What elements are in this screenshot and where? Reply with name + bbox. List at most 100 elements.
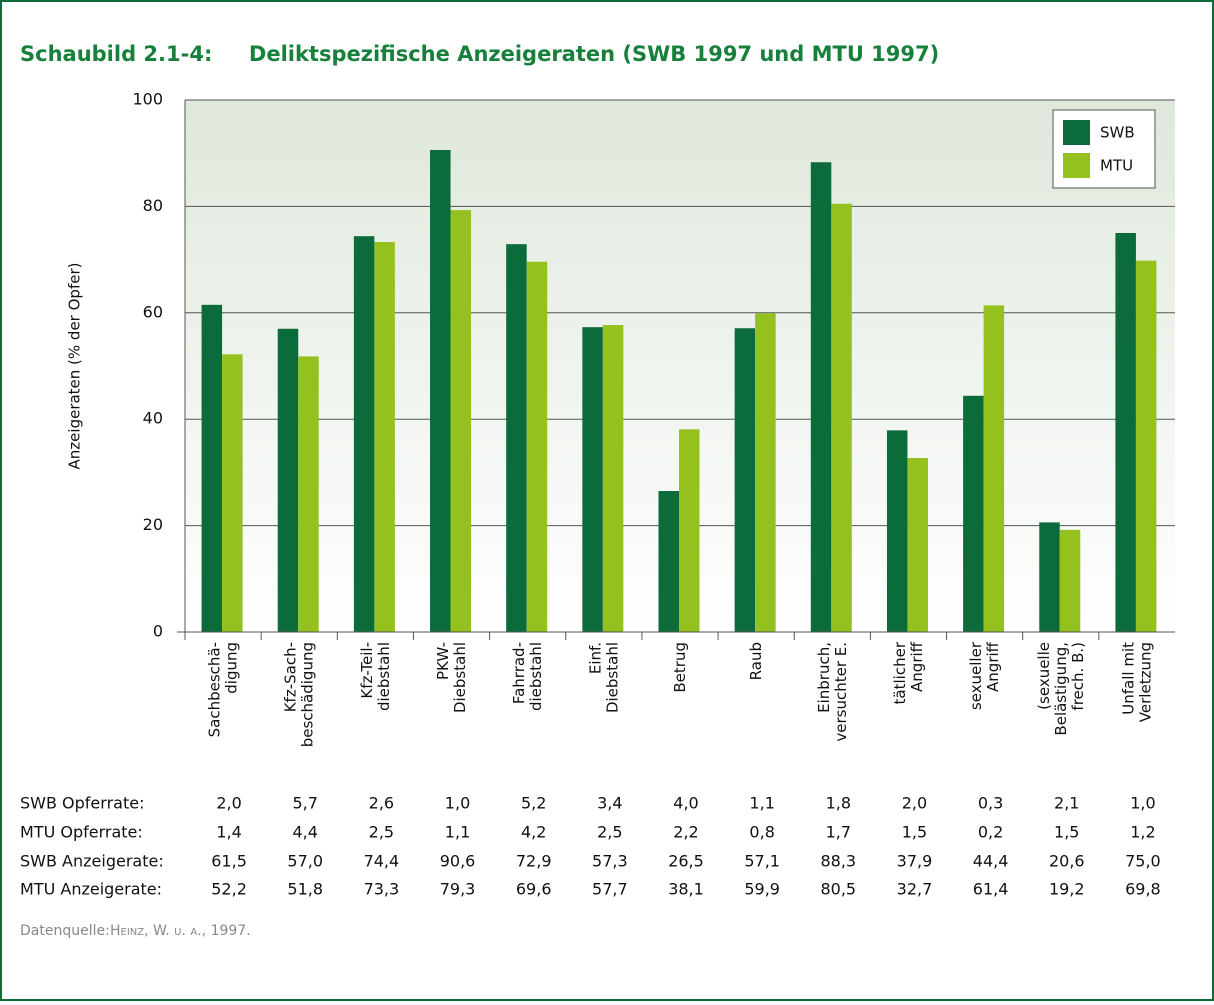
table-cell: 1,4 [216, 823, 241, 842]
source-label: Datenquelle: [20, 923, 110, 939]
table-cell: 2,6 [369, 794, 394, 813]
table-cell: 26,5 [668, 852, 704, 871]
table-cell: 88,3 [820, 852, 856, 871]
table-cell: 75,0 [1125, 852, 1161, 871]
bar [983, 305, 1005, 632]
x-tick-label: Fahrrad-diebstahl [510, 642, 545, 711]
legend-label: SWB [1100, 124, 1135, 142]
table-cell: 51,8 [287, 880, 323, 899]
x-tick-label: tätlicherAngriff [890, 641, 925, 704]
table-cell: 79,3 [440, 880, 476, 899]
table-cell: 61,4 [973, 880, 1009, 899]
bar [450, 210, 472, 632]
y-tick-label: 40 [143, 409, 163, 428]
bar [374, 242, 395, 632]
table-cell: 4,2 [521, 823, 546, 842]
y-axis-label: Anzeigeraten (% der Opfer) [66, 263, 84, 470]
table-cell: 61,5 [211, 852, 247, 871]
y-tick-label: 60 [143, 302, 163, 321]
table-cell: 4,0 [673, 794, 698, 813]
table-cell: 3,4 [597, 794, 622, 813]
table-cell: 44,4 [973, 852, 1009, 871]
legend-swatch [1063, 153, 1090, 178]
table-cell: 37,9 [897, 852, 933, 871]
table-row-label: MTU Anzeigerate: [20, 880, 162, 899]
table-cell: 57,0 [287, 852, 323, 871]
x-tick-label: Unfall mitVerletzung [1119, 642, 1154, 722]
bar [658, 491, 679, 632]
bar [1135, 260, 1157, 632]
chart-title: Schaubild 2.1-4: Deliktspezifische Anzei… [20, 42, 939, 66]
table-row-label: MTU Opferrate: [20, 823, 143, 842]
x-tick-label: Kfz-Teil-diebstahl [357, 642, 392, 711]
bar [277, 328, 299, 632]
bar [831, 203, 852, 633]
table-cell: 57,1 [744, 852, 780, 871]
table-cell: 1,7 [826, 823, 851, 842]
bar [430, 150, 451, 632]
bar [886, 430, 908, 632]
table-cell: 0,8 [749, 823, 774, 842]
table-cell: 0,2 [978, 823, 1003, 842]
table-cell: 57,7 [592, 880, 628, 899]
bar [298, 356, 319, 632]
table-cell: 90,6 [440, 852, 476, 871]
table-cell: 1,5 [902, 823, 927, 842]
y-tick-label: 0 [153, 622, 163, 641]
table-cell: 38,1 [668, 880, 704, 899]
table-cell: 69,6 [516, 880, 552, 899]
table-cell: 80,5 [820, 880, 856, 899]
table-cell: 1,8 [826, 794, 851, 813]
table-row-label: SWB Opferrate: [20, 794, 144, 813]
bar [810, 162, 832, 632]
bar [755, 313, 776, 632]
x-tick-label: Raub [747, 642, 765, 680]
legend-label: MTU [1100, 157, 1133, 175]
source: Heinz, W. u. a., 1997. [110, 923, 251, 939]
table-cell: 1,5 [1054, 823, 1079, 842]
bar [353, 236, 375, 632]
bar [506, 244, 527, 632]
x-tick-label: sexuellerAngriff [967, 641, 1002, 710]
table-cell: 20,6 [1049, 852, 1085, 871]
table-cell: 69,8 [1125, 880, 1161, 899]
bar [734, 328, 756, 632]
table-cell: 73,3 [364, 880, 400, 899]
bar [201, 304, 223, 632]
table-row-label: SWB Anzeigerate: [20, 852, 164, 871]
bar [907, 458, 928, 632]
bar [526, 261, 548, 632]
bar [222, 354, 243, 632]
table-cell: 74,4 [364, 852, 400, 871]
table-cell: 72,9 [516, 852, 552, 871]
bar [1039, 522, 1060, 632]
table-cell: 2,5 [597, 823, 622, 842]
table-cell: 1,2 [1130, 823, 1155, 842]
legend-swatch [1063, 120, 1090, 145]
table-cell: 5,7 [293, 794, 318, 813]
table-cell: 32,7 [897, 880, 933, 899]
table-cell: 1,0 [1130, 794, 1155, 813]
table-cell: 2,1 [1054, 794, 1079, 813]
x-tick-label: Betrug [671, 642, 689, 693]
table-cell: 2,0 [902, 794, 927, 813]
x-tick-label: Einbruch,versuchter E. [814, 642, 849, 742]
table-cell: 2,2 [673, 823, 698, 842]
table-cell: 19,2 [1049, 880, 1085, 899]
table-cell: 1,1 [445, 823, 470, 842]
x-tick-label: (sexuelleBelästigung,frech. B.) [1034, 642, 1086, 736]
table-cell: 2,5 [369, 823, 394, 842]
bar [1115, 233, 1136, 632]
x-tick-label: PKW-Diebstahl [434, 642, 469, 713]
x-tick-label: Einf.Diebstahl [586, 642, 621, 713]
table-cell: 1,0 [445, 794, 470, 813]
bar [582, 327, 603, 632]
table-cell: 0,3 [978, 794, 1003, 813]
x-tick-label: Sachbeschä-digung [205, 642, 240, 737]
table-cell: 1,1 [749, 794, 774, 813]
table-cell: 59,9 [744, 880, 780, 899]
bar [963, 395, 984, 632]
table-cell: 5,2 [521, 794, 546, 813]
table-cell: 52,2 [211, 880, 247, 899]
